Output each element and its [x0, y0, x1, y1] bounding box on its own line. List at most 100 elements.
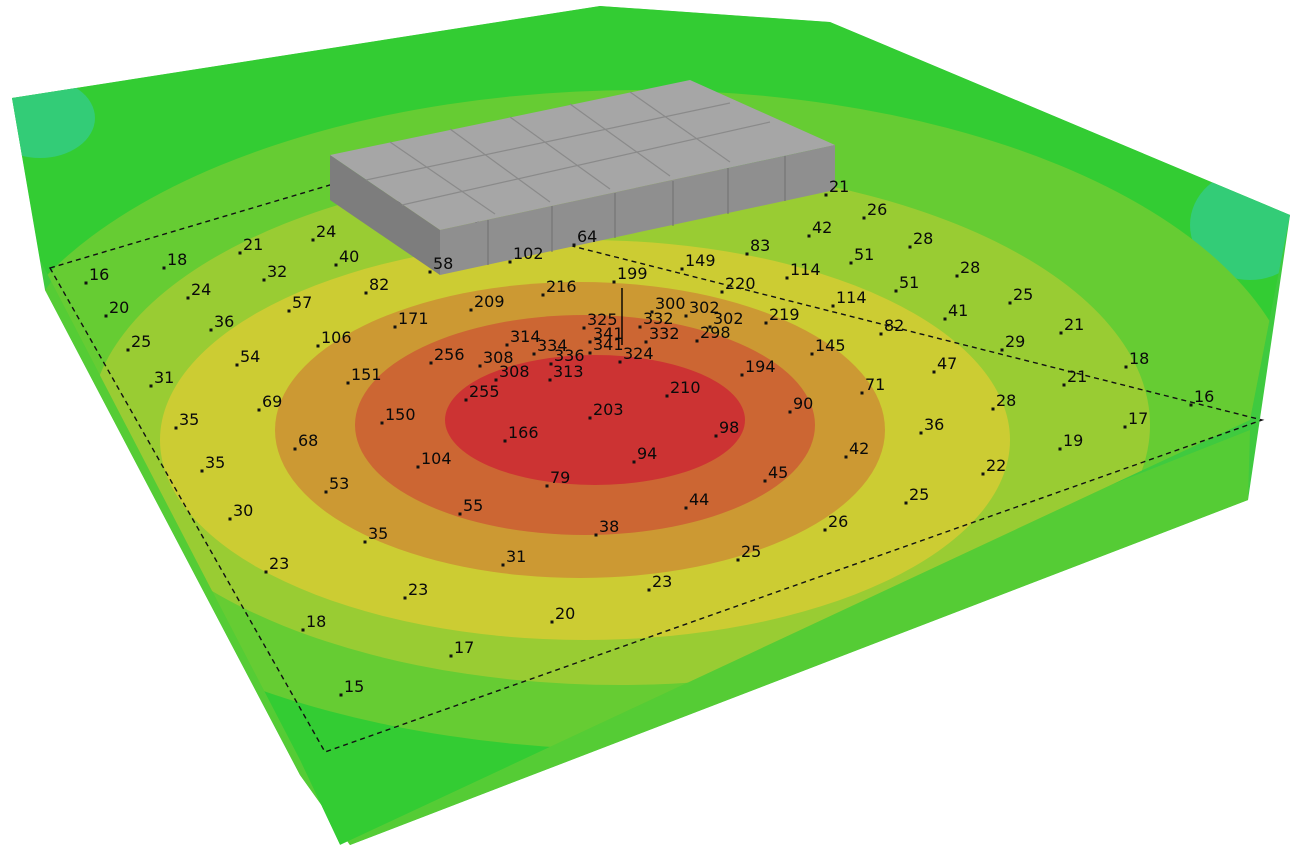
- calc-point: 25: [1008, 285, 1033, 305]
- calc-point: 341: [588, 324, 624, 344]
- calc-point-marker: [200, 469, 204, 473]
- calc-point-value: 22: [986, 456, 1006, 475]
- calc-point: 31: [501, 547, 526, 567]
- calc-point-value: 171: [398, 309, 429, 328]
- calc-point-marker: [740, 373, 744, 377]
- calc-point-value: 47: [937, 354, 957, 373]
- calc-point-marker: [505, 343, 509, 347]
- calc-point: 25: [126, 332, 151, 352]
- calc-point: 145: [810, 336, 846, 356]
- calc-point: 149: [680, 251, 716, 271]
- calc-point: 28: [955, 258, 980, 278]
- calc-point-value: 210: [670, 378, 701, 397]
- calc-point-value: 104: [421, 449, 452, 468]
- calc-point-value: 166: [508, 423, 539, 442]
- calc-point: 219: [764, 305, 800, 325]
- calc-point-marker: [665, 394, 669, 398]
- calc-point-value: 21: [1064, 315, 1084, 334]
- calc-point-value: 15: [344, 677, 364, 696]
- calc-point: 28: [908, 229, 933, 249]
- calc-point: 54: [235, 347, 260, 367]
- calc-point-marker: [810, 352, 814, 356]
- calc-point-marker: [644, 340, 648, 344]
- calc-point: 26: [862, 200, 887, 220]
- calc-point: 44: [684, 490, 709, 510]
- calc-point: 24: [311, 222, 336, 242]
- calc-point-marker: [594, 533, 598, 537]
- calc-point: 94: [632, 444, 657, 464]
- calc-point-marker: [650, 310, 654, 314]
- calc-point: 255: [464, 382, 500, 402]
- calc-point-value: 45: [768, 463, 788, 482]
- calc-point-value: 36: [924, 415, 944, 434]
- calc-point-marker: [638, 325, 642, 329]
- calc-point: 47: [932, 354, 957, 374]
- calc-point-marker: [464, 398, 468, 402]
- calc-point: 69: [257, 392, 282, 412]
- calc-point: 55: [458, 496, 483, 516]
- calc-point-value: 17: [1128, 409, 1148, 428]
- calc-point: 216: [541, 277, 577, 297]
- calc-point-value: 336: [554, 346, 585, 365]
- calc-point-value: 32: [267, 262, 287, 281]
- calc-point: 341: [588, 335, 624, 355]
- calc-point: 36: [919, 415, 944, 435]
- calc-point: 325: [582, 310, 618, 330]
- calc-point: 35: [200, 453, 225, 473]
- calc-point: 302: [708, 309, 744, 329]
- calc-point: 114: [785, 260, 821, 280]
- calc-point-marker: [955, 274, 959, 278]
- calc-point-value: 58: [433, 254, 453, 273]
- calc-point-marker: [228, 517, 232, 521]
- calc-point-marker: [346, 381, 350, 385]
- calc-point-marker: [588, 351, 592, 355]
- calc-point-value: 51: [899, 273, 919, 292]
- calc-point: 210: [665, 378, 701, 398]
- calc-point: 90: [788, 394, 813, 414]
- calc-point-marker: [862, 216, 866, 220]
- calc-point-value: 151: [351, 365, 382, 384]
- calc-point: 151: [346, 365, 382, 385]
- calc-point: 23: [403, 580, 428, 600]
- calc-point: 203: [588, 400, 624, 420]
- calc-point-value: 68: [298, 431, 318, 450]
- calc-point-value: 64: [577, 227, 597, 246]
- calc-point-marker: [943, 317, 947, 321]
- calc-point-marker: [262, 278, 266, 282]
- calc-point: 20: [104, 298, 129, 318]
- calc-point-value: 106: [321, 328, 352, 347]
- calc-point-value: 194: [745, 357, 776, 376]
- calc-point-marker: [991, 407, 995, 411]
- calc-point-value: 25: [909, 485, 929, 504]
- calc-point: 53: [324, 474, 349, 494]
- calc-point: 332: [644, 324, 680, 344]
- calc-point-value: 44: [689, 490, 709, 509]
- building-front-face: [330, 155, 440, 275]
- calc-point-value: 94: [637, 444, 657, 463]
- calc-point-value: 79: [550, 468, 570, 487]
- calc-point: 334: [532, 336, 568, 356]
- calc-point: 35: [174, 410, 199, 430]
- calc-point-marker: [844, 455, 848, 459]
- calc-point: 79: [545, 468, 570, 488]
- calc-point-marker: [919, 431, 923, 435]
- calc-point-marker: [1123, 425, 1127, 429]
- calc-point-marker: [174, 426, 178, 430]
- calc-point: 308: [494, 362, 530, 382]
- calc-point-marker: [503, 439, 507, 443]
- calc-point-marker: [162, 266, 166, 270]
- calc-point: 21: [824, 177, 849, 197]
- calc-point-marker: [416, 465, 420, 469]
- calc-point: 68: [293, 431, 318, 451]
- calc-point-value: 29: [1005, 332, 1025, 351]
- calc-point-value: 18: [1129, 349, 1149, 368]
- calc-point-value: 199: [617, 264, 648, 283]
- calc-point: 194: [740, 357, 776, 377]
- calc-point: 20: [550, 604, 575, 624]
- calc-point: 300: [650, 294, 686, 314]
- calc-point-value: 308: [483, 348, 514, 367]
- calc-point-marker: [494, 378, 498, 382]
- calc-point-marker: [1189, 403, 1193, 407]
- calc-point-marker: [618, 360, 622, 364]
- calc-point-value: 51: [854, 245, 874, 264]
